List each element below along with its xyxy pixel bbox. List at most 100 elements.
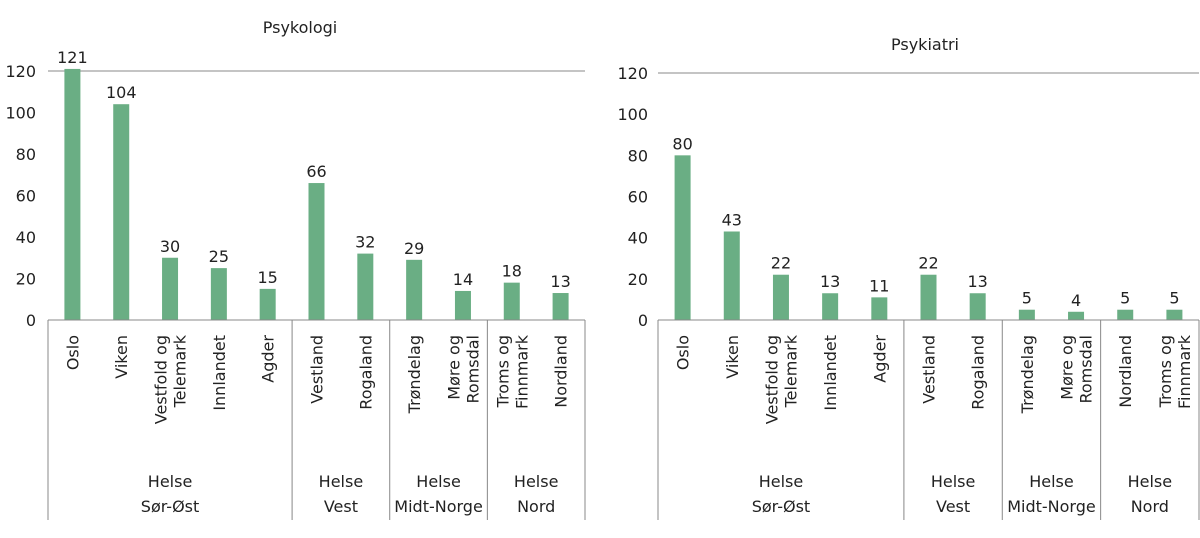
group-label: Helse	[1128, 472, 1173, 491]
data-label: 32	[355, 233, 375, 252]
x-tick-label: Telemark	[171, 334, 190, 408]
chart-0: Psykologi 0 20 40 60 80 100 120 121 Oslo 104 Viken 3…	[5, 18, 586, 520]
group-label: Helse	[319, 472, 364, 491]
y-tick-label: 120	[617, 64, 648, 83]
group-label: Midt-Norge	[1007, 497, 1096, 516]
group-label: Helse	[931, 472, 976, 491]
data-label: 25	[209, 247, 229, 266]
x-tick-label: Rogaland	[969, 335, 988, 410]
x-tick-label: Troms og	[493, 335, 512, 408]
group-label: Helse	[759, 472, 804, 491]
bar-rogaland	[357, 253, 374, 320]
data-label: 15	[258, 268, 278, 287]
data-label: 13	[550, 272, 570, 291]
x-tick-label: Finnmark	[512, 334, 531, 409]
y-tick-label: 80	[16, 145, 36, 164]
data-label: 22	[771, 254, 791, 273]
y-tick-label: 100	[5, 104, 36, 123]
x-tick-label: Nordland	[552, 335, 571, 408]
data-label: 13	[820, 272, 840, 291]
data-label: 13	[968, 272, 988, 291]
data-label: 5	[1169, 289, 1179, 308]
chart-title: Psykologi	[263, 18, 338, 37]
group-label: Vest	[324, 497, 358, 516]
x-tick-label: Oslo	[63, 335, 82, 370]
bar-trøndelag	[1018, 309, 1035, 320]
x-tick-label: Viken	[112, 335, 131, 379]
x-tick-label: Trøndelag	[1018, 335, 1037, 414]
bar-vestfold-og-telemark	[772, 274, 789, 320]
group-label: Sør-Øst	[141, 497, 199, 516]
x-tick-label: Nordland	[1116, 335, 1135, 408]
data-label: 5	[1120, 289, 1130, 308]
group-label: Nord	[1131, 497, 1169, 516]
bar-oslo	[674, 155, 691, 320]
x-tick-label: Rogaland	[356, 335, 375, 410]
x-tick-label: Vestfold og	[762, 335, 781, 424]
x-tick-label: Agder	[259, 335, 278, 383]
data-label: 104	[106, 83, 137, 102]
bar-viken	[113, 104, 130, 320]
bar-troms-og-finnmark	[503, 282, 520, 320]
group-label: Sør-Øst	[752, 497, 810, 516]
group-label: Helse	[514, 472, 559, 491]
bar-trøndelag	[406, 259, 423, 320]
y-tick-label: 60	[16, 187, 36, 206]
data-label: 66	[306, 162, 326, 181]
data-label: 18	[502, 262, 522, 281]
x-tick-label: Vestland	[920, 335, 939, 404]
data-label: 5	[1022, 289, 1032, 308]
bar-troms-og-finnmark	[1166, 309, 1183, 320]
y-tick-label: 20	[628, 270, 648, 289]
data-label: 29	[404, 239, 424, 258]
x-tick-label: Romsdal	[1077, 335, 1096, 404]
y-tick-label: 40	[16, 228, 36, 247]
bar-rogaland	[969, 293, 986, 320]
bar-nordland	[1117, 309, 1134, 320]
bar-agder	[259, 288, 276, 320]
bar-møre-og-romsdal	[454, 290, 471, 320]
x-tick-label: Trøndelag	[405, 335, 424, 414]
y-tick-label: 100	[617, 105, 648, 124]
data-label: 11	[869, 276, 889, 295]
data-label: 80	[672, 134, 692, 153]
bar-innlandet	[210, 268, 227, 320]
x-tick-label: Møre og	[1058, 335, 1077, 400]
y-tick-label: 40	[628, 229, 648, 248]
x-tick-label: Troms og	[1156, 335, 1175, 408]
data-label: 121	[57, 48, 88, 67]
x-tick-label: Vestland	[308, 335, 327, 404]
data-label: 43	[722, 210, 742, 229]
y-tick-label: 120	[5, 62, 36, 81]
group-label: Helse	[416, 472, 461, 491]
y-tick-label: 80	[628, 146, 648, 165]
x-tick-label: Telemark	[781, 334, 800, 408]
group-label: Vest	[936, 497, 970, 516]
chart-1: Psykiatri 0 20 40 60 80 100 120 80 Oslo 43 Viken 22 V…	[617, 35, 1200, 520]
bar-møre-og-romsdal	[1068, 311, 1085, 320]
x-tick-label: Oslo	[674, 335, 693, 370]
x-tick-label: Innlandet	[210, 335, 229, 411]
data-label: 4	[1071, 291, 1081, 310]
data-label: 30	[160, 237, 180, 256]
group-label: Helse	[1029, 472, 1074, 491]
bar-oslo	[64, 68, 81, 320]
group-label: Helse	[148, 472, 193, 491]
bar-agder	[871, 297, 888, 320]
group-label: Midt-Norge	[394, 497, 483, 516]
x-tick-label: Romsdal	[463, 335, 482, 404]
y-tick-label: 0	[638, 311, 648, 330]
x-tick-label: Vestfold og	[152, 335, 171, 424]
x-tick-label: Møre og	[444, 335, 463, 400]
bar-vestland	[308, 183, 325, 320]
x-tick-label: Finnmark	[1175, 334, 1194, 409]
bar-innlandet	[822, 293, 839, 320]
x-tick-label: Viken	[723, 335, 742, 379]
data-label: 14	[453, 270, 473, 289]
x-tick-label: Agder	[870, 335, 889, 383]
y-tick-label: 20	[16, 270, 36, 289]
y-tick-label: 0	[26, 311, 36, 330]
chart-title: Psykiatri	[891, 35, 959, 54]
y-tick-label: 60	[628, 188, 648, 207]
